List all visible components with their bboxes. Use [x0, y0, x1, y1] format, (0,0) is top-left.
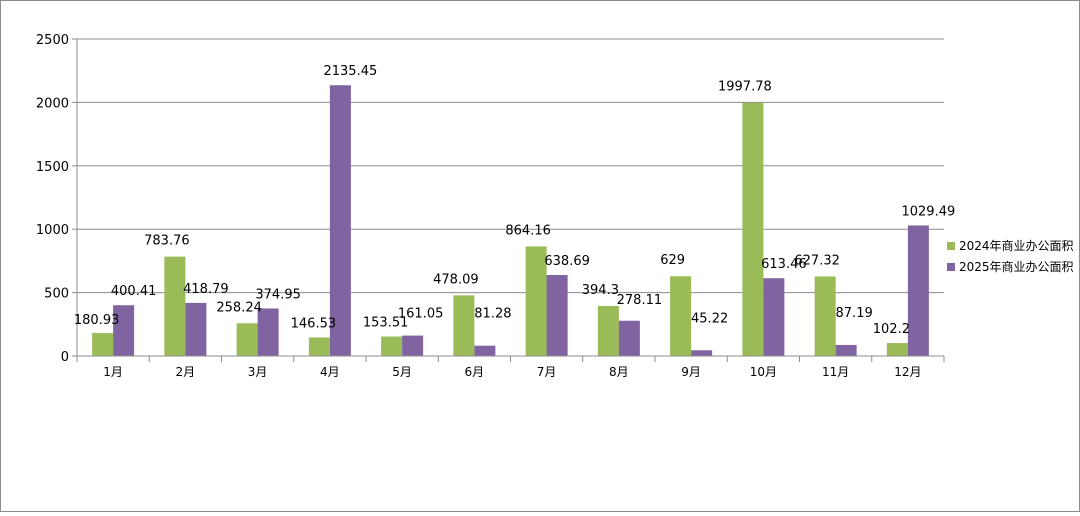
x-tick-label: 9月: [681, 365, 701, 379]
bar-2025: [835, 344, 857, 356]
bar-2024: [164, 256, 186, 356]
bar-2024: [381, 336, 403, 356]
bar-2025: [257, 308, 279, 356]
gridlines: [77, 38, 944, 294]
data-label-2025: 278.11: [617, 293, 663, 308]
y-tick-label: 2500: [36, 33, 69, 48]
bar-2025: [185, 302, 207, 356]
bar-2025: [907, 225, 929, 356]
x-axis-ticks: 1月 2月 3月 4月 5月 6月 7月 8月 9月 10月 11月 12月: [103, 365, 921, 379]
x-tick-label: 10月: [750, 365, 777, 379]
x-tick-label: 3月: [248, 365, 268, 379]
x-tick-label: 1月: [103, 365, 123, 379]
data-label-2025: 418.79: [183, 282, 229, 297]
y-tick-label: 0: [61, 350, 69, 365]
bar-2024: [886, 343, 908, 356]
x-tick-label: 8月: [609, 365, 629, 379]
legend-swatch: [947, 263, 955, 271]
data-label-2024: 1997.78: [718, 80, 772, 95]
bar-2025: [474, 345, 496, 356]
data-label-2024: 258.24: [216, 300, 262, 315]
x-tick-label: 5月: [392, 365, 412, 379]
bar-2024: [742, 102, 764, 357]
data-label-2024: 180.93: [74, 313, 120, 328]
bar-2024: [236, 323, 258, 356]
bar-2025: [113, 305, 135, 356]
data-label-2024: 627.32: [794, 253, 840, 268]
bar-2024: [525, 246, 547, 356]
data-label-2024: 153.51: [363, 316, 409, 331]
data-label-2025: 45.22: [691, 311, 728, 326]
y-axis-ticks: 0 500 1000 1500 2000 2500: [36, 33, 69, 365]
x-tick-label: 6月: [465, 365, 485, 379]
data-label-2024: 146.53: [291, 316, 337, 331]
y-tick-label: 1000: [36, 223, 69, 238]
x-tick-label: 7月: [537, 365, 557, 379]
data-label-2024: 864.16: [505, 223, 551, 238]
bar-2024: [453, 295, 475, 356]
data-label-2024: 629: [660, 253, 685, 268]
x-tick-label: 2月: [176, 365, 196, 379]
data-label-2025: 87.19: [836, 306, 873, 321]
legend: 2024年商业办公面积 2025年商业办公面积: [947, 238, 1074, 274]
x-tick-label: 4月: [320, 365, 340, 379]
data-label-2024: 102.2: [873, 322, 910, 337]
bar-2025: [329, 85, 351, 356]
bar-2024: [814, 276, 836, 356]
x-tick-label: 12月: [894, 365, 921, 379]
axes: [72, 38, 945, 362]
bar-2024: [92, 333, 114, 356]
y-tick-label: 1500: [36, 160, 69, 175]
legend-label: 2025年商业办公面积: [959, 259, 1074, 274]
legend-label: 2024年商业办公面积: [959, 238, 1074, 253]
bar-2025: [763, 278, 785, 356]
bar-2024: [308, 337, 330, 356]
data-label-2025: 400.41: [111, 284, 157, 299]
bars: [92, 85, 929, 357]
data-label-2025: 613.46: [761, 257, 807, 272]
data-label-2024: 783.76: [144, 234, 190, 249]
bar-2024: [670, 276, 692, 356]
data-label-2025: 374.95: [255, 287, 301, 302]
bar-2025: [546, 275, 568, 356]
data-label-2025: 81.28: [474, 307, 511, 322]
bar-2025: [618, 320, 640, 356]
data-label-2025: 161.05: [398, 307, 444, 322]
bar-2025: [691, 350, 713, 356]
y-tick-label: 2000: [36, 96, 69, 111]
data-label-2025: 638.69: [544, 254, 590, 269]
data-label-2024: 478.09: [433, 272, 479, 287]
data-label-2025: 1029.49: [901, 204, 955, 219]
data-label-2025: 2135.45: [323, 64, 377, 79]
legend-swatch: [947, 242, 955, 250]
bar-2025: [402, 335, 424, 356]
bar-2024: [597, 306, 619, 356]
x-tick-label: 11月: [822, 365, 849, 379]
data-label-2024: 394.3: [582, 283, 619, 298]
y-tick-label: 500: [44, 287, 69, 302]
